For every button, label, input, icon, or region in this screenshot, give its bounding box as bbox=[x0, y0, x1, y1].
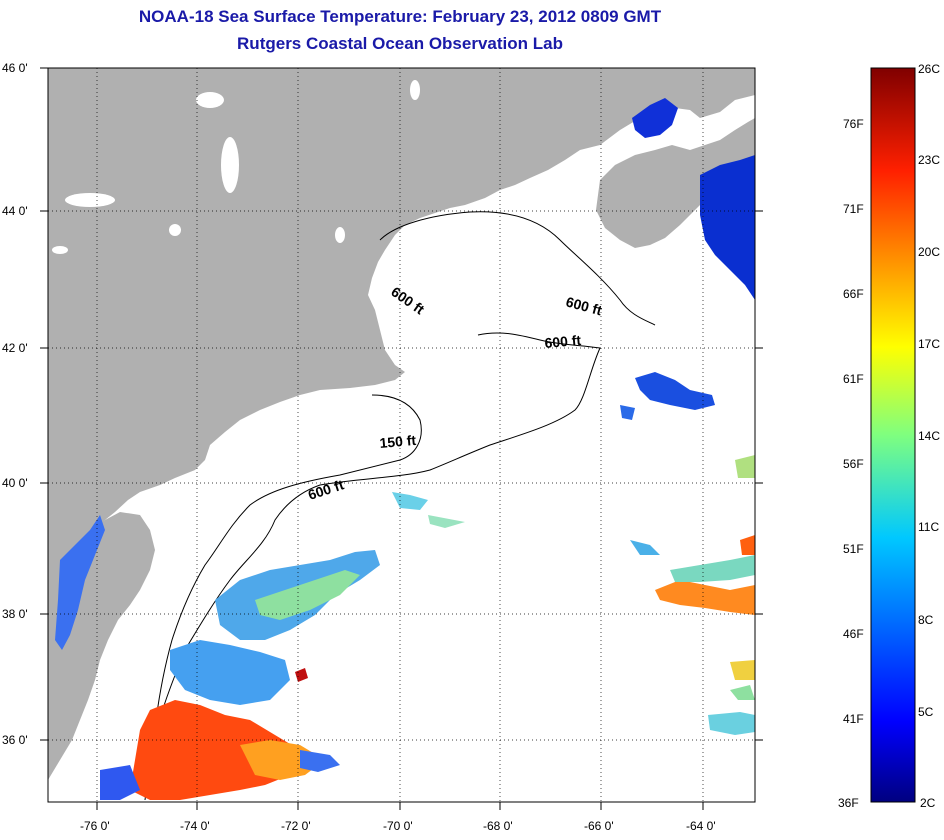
lat-label-40: 40 0' bbox=[2, 476, 28, 490]
sst-patch-small bbox=[620, 405, 635, 420]
lat-label-46: 46 0' bbox=[2, 61, 28, 75]
sst-patch-east-5 bbox=[708, 712, 755, 735]
cb-f-66: 66F bbox=[843, 287, 864, 301]
map-subtitle: Rutgers Coastal Ocean Observation Lab bbox=[237, 34, 563, 53]
map-title: NOAA-18 Sea Surface Temperature: Februar… bbox=[138, 7, 662, 26]
cb-c-26: 26C bbox=[918, 62, 941, 76]
cb-f-56: 56F bbox=[843, 457, 864, 471]
cb-f-41: 41F bbox=[843, 712, 864, 726]
sst-patch-georges bbox=[635, 372, 715, 410]
cb-c-2: 2C bbox=[920, 796, 936, 810]
sst-data bbox=[55, 98, 755, 800]
cb-c-14: 14C bbox=[918, 429, 941, 443]
land-us-northeast bbox=[48, 68, 755, 780]
contour-label-150: 150 ft bbox=[379, 432, 417, 451]
sst-patch-mid-atlantic-3 bbox=[170, 640, 290, 705]
sst-patch-shelf-edge-2 bbox=[428, 515, 465, 528]
sst-patch-gulf-stream-2 bbox=[240, 740, 325, 780]
cb-f-61: 61F bbox=[843, 372, 864, 386]
cb-f-71: 71F bbox=[843, 202, 864, 216]
cb-c-11: 11C bbox=[918, 520, 940, 534]
sst-patch-shelf-edge bbox=[392, 492, 428, 510]
lon-label-76: -76 0' bbox=[80, 819, 110, 833]
sst-patch-east-1 bbox=[655, 580, 755, 615]
lon-label-74: -74 0' bbox=[180, 819, 210, 833]
lakes bbox=[52, 80, 420, 254]
sst-patch-east-8 bbox=[740, 535, 755, 555]
contour-label-600-c: 600 ft bbox=[544, 332, 582, 351]
lon-label-64: -64 0' bbox=[686, 819, 716, 833]
sst-patch-east-6 bbox=[730, 660, 755, 680]
cb-c-17: 17C bbox=[918, 337, 941, 351]
lat-label-44: 44 0' bbox=[2, 204, 28, 218]
cb-f-51: 51F bbox=[843, 542, 864, 556]
sst-patch-gulf-stream-3 bbox=[300, 750, 340, 772]
lat-label-38: 38 0' bbox=[2, 607, 28, 621]
sst-patch-mid-atlantic-2 bbox=[255, 570, 360, 620]
sst-patch-gulf-stlawrence bbox=[632, 98, 678, 138]
sst-patch-east-3 bbox=[670, 555, 755, 582]
lat-label-36: 36 0' bbox=[2, 733, 28, 747]
sst-patch-chesapeake bbox=[55, 515, 105, 650]
sst-patch-coastal-sw bbox=[100, 765, 140, 800]
sst-patch-east-4 bbox=[735, 455, 755, 478]
cb-c-23: 23C bbox=[918, 153, 941, 167]
lon-label-66: -66 0' bbox=[584, 819, 614, 833]
lat-label-42: 42 0' bbox=[2, 341, 28, 355]
sst-patch-scotian-shelf bbox=[700, 155, 755, 300]
cb-f-76: 76F bbox=[843, 117, 864, 131]
tick-marks bbox=[40, 67, 763, 810]
cb-c-20: 20C bbox=[918, 245, 941, 259]
lon-label-70: -70 0' bbox=[383, 819, 413, 833]
cb-f-36: 36F bbox=[838, 796, 859, 810]
map-frame bbox=[47, 67, 756, 803]
cb-c-8: 8C bbox=[918, 613, 934, 627]
land-nova-scotia bbox=[596, 118, 755, 248]
lon-label-68: -68 0' bbox=[483, 819, 513, 833]
sst-patch-red-spot bbox=[295, 668, 308, 682]
sst-patch-east-7 bbox=[730, 685, 755, 700]
lon-label-72: -72 0' bbox=[281, 819, 311, 833]
sst-patch-east-2 bbox=[630, 540, 660, 555]
cb-c-5: 5C bbox=[918, 705, 934, 719]
colorbar bbox=[870, 67, 916, 803]
cb-f-46: 46F bbox=[843, 627, 864, 641]
